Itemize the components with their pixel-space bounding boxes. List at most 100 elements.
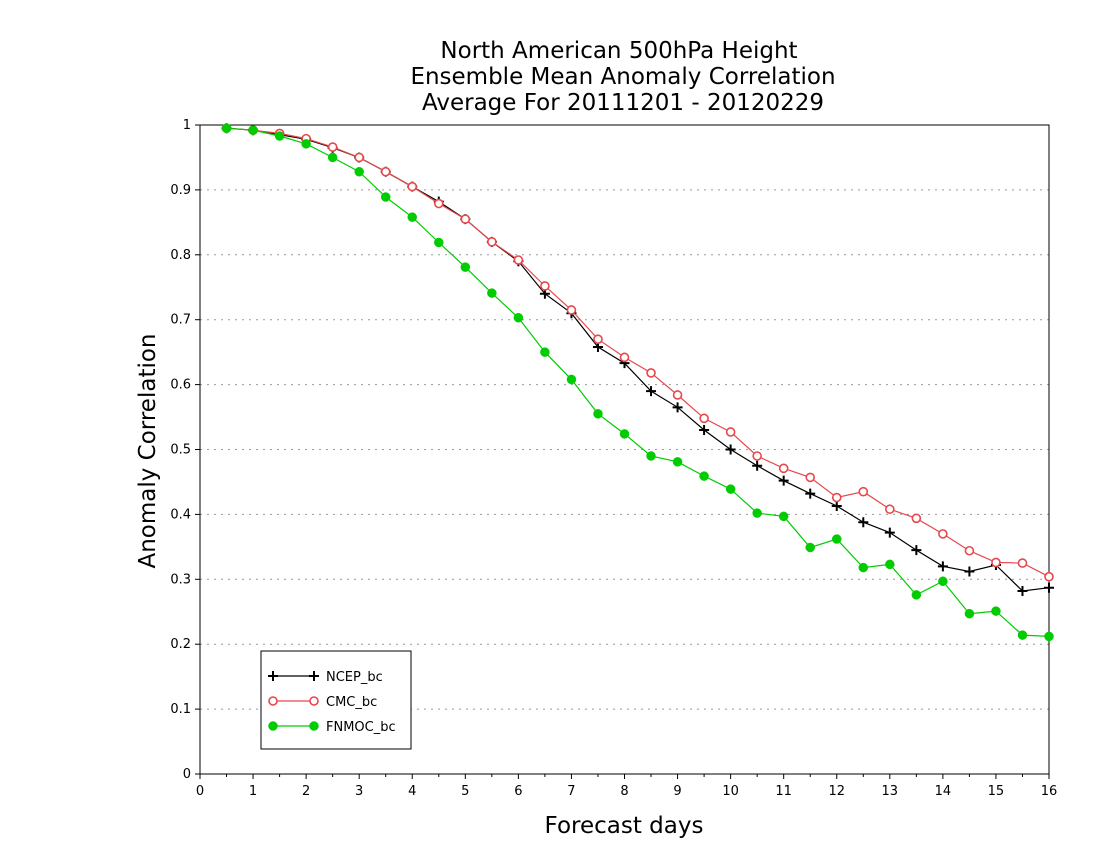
data-point-fnmoc-bc	[619, 429, 630, 439]
data-point-ncep-bc	[858, 517, 869, 528]
data-point-fnmoc-bc	[699, 471, 709, 481]
data-series	[221, 123, 1054, 642]
y-tick-label-3: 0.3	[170, 572, 191, 587]
data-point-ncep-bc	[911, 545, 922, 556]
data-point-fnmoc-bc	[752, 508, 762, 518]
data-point-cmc-bc	[619, 352, 630, 363]
x-tick-label-16: 16	[1041, 784, 1058, 799]
y-tick-label-5: 0.5	[170, 443, 191, 458]
series-cmc-bc	[221, 123, 1054, 582]
y-tick-label-10: 1	[183, 118, 191, 133]
series-line-ncep-bc	[226, 127, 1050, 592]
data-point-fnmoc-bc	[487, 288, 497, 298]
legend-label-fnmoc-bc: FNMOC_bc	[326, 720, 396, 735]
data-point-cmc-bc	[1017, 558, 1028, 568]
data-point-cmc-bc	[646, 368, 656, 378]
legend-marker-end-ncep-bc	[309, 671, 319, 681]
data-point-cmc-bc	[699, 413, 709, 424]
legend-entry-cmc-bc: CMC_bc	[268, 695, 377, 710]
legend-label-cmc-bc: CMC_bc	[326, 695, 377, 710]
chart-title: North American 500hPa Height Ensemble Me…	[410, 38, 835, 116]
data-point-fnmoc-bc	[805, 542, 815, 553]
x-tick-label-1: 1	[249, 784, 257, 799]
data-point-fnmoc-bc	[938, 576, 948, 586]
data-point-fnmoc-bc	[274, 131, 285, 141]
x-tick-label-8: 8	[620, 784, 628, 799]
x-tick-label-14: 14	[935, 784, 952, 799]
data-point-cmc-bc	[407, 181, 418, 192]
axes: 00.10.20.30.40.50.60.70.80.910 1 2 3 4 5 6 7 8 9 1…	[170, 118, 1057, 799]
y-tick-label-9: 0.9	[170, 183, 191, 198]
data-point-cmc-bc	[858, 486, 869, 497]
data-point-cmc-bc	[778, 463, 789, 474]
data-point-fnmoc-bc	[991, 606, 1001, 616]
y-tick-label-1: 0.1	[170, 702, 191, 717]
x-tick-label-13: 13	[882, 784, 899, 799]
gridlines	[200, 189, 1049, 710]
data-point-cmc-bc	[354, 152, 364, 163]
data-point-fnmoc-bc	[221, 123, 232, 133]
x-tick-label-2: 2	[302, 784, 310, 799]
y-tick-label-4: 0.4	[170, 507, 191, 522]
data-point-cmc-bc	[513, 255, 524, 265]
data-point-fnmoc-bc	[380, 192, 391, 202]
data-point-cmc-bc	[540, 281, 550, 291]
data-point-fnmoc-bc	[248, 125, 258, 135]
series-line-fnmoc-bc	[226, 127, 1050, 637]
data-point-fnmoc-bc	[460, 262, 471, 272]
data-point-ncep-bc	[672, 402, 683, 413]
x-axis-label: Forecast days	[545, 813, 704, 839]
data-point-fnmoc-bc	[301, 139, 311, 149]
y-tick-label-8: 0.8	[170, 248, 191, 263]
legend-entry-fnmoc-bc: FNMOC_bc	[268, 720, 396, 735]
data-point-fnmoc-bc	[1017, 630, 1028, 640]
data-point-fnmoc-bc	[354, 166, 364, 177]
data-point-cmc-bc	[460, 214, 471, 224]
y-tick-label-2: 0.2	[170, 637, 191, 652]
data-point-ncep-bc	[805, 488, 816, 499]
x-tick-label-7: 7	[567, 784, 575, 799]
data-point-fnmoc-bc	[1044, 631, 1054, 642]
data-point-fnmoc-bc	[434, 237, 444, 248]
legend-entry-ncep-bc: NCEP_bc	[268, 670, 383, 685]
x-tick-label-9: 9	[673, 784, 681, 799]
data-point-cmc-bc	[487, 237, 497, 247]
data-point-ncep-bc	[1044, 582, 1054, 593]
title-line-3: Average For 20111201 - 20120229	[422, 90, 824, 116]
data-point-cmc-bc	[752, 451, 762, 461]
data-point-cmc-bc	[885, 504, 895, 515]
data-point-ncep-bc	[725, 444, 736, 455]
data-point-cmc-bc	[991, 557, 1001, 568]
data-point-cmc-bc	[911, 513, 922, 524]
data-point-cmc-bc	[964, 545, 975, 556]
title-line-2: Ensemble Mean Anomaly Correlation	[410, 64, 835, 90]
data-point-cmc-bc	[725, 427, 736, 437]
data-point-ncep-bc	[699, 425, 710, 436]
x-tick-label-3: 3	[355, 784, 363, 799]
data-point-ncep-bc	[964, 566, 975, 577]
data-point-fnmoc-bc	[672, 457, 683, 467]
data-point-ncep-bc	[778, 475, 789, 486]
data-point-fnmoc-bc	[885, 559, 895, 570]
data-point-fnmoc-bc	[964, 608, 975, 619]
data-point-fnmoc-bc	[513, 313, 524, 323]
legend-marker-start-ncep-bc	[268, 671, 278, 681]
data-point-cmc-bc	[831, 492, 842, 503]
x-tick-label-6: 6	[514, 784, 522, 799]
x-tick-label-11: 11	[775, 784, 792, 799]
data-point-cmc-bc	[1044, 571, 1054, 582]
data-point-fnmoc-bc	[566, 374, 577, 385]
y-tick-label-0: 0	[183, 767, 191, 782]
data-point-ncep-bc	[1017, 585, 1028, 596]
title-line-1: North American 500hPa Height	[440, 38, 797, 64]
series-fnmoc-bc	[221, 123, 1054, 642]
data-point-ncep-bc	[831, 500, 842, 511]
data-point-cmc-bc	[938, 529, 948, 539]
legend-marker-start-fnmoc-bc	[268, 721, 278, 731]
legend: NCEP_bc CMC_bc FNMOC_bc	[260, 650, 412, 750]
data-point-fnmoc-bc	[858, 562, 869, 573]
data-point-fnmoc-bc	[778, 511, 789, 522]
legend-marker-end-cmc-bc	[309, 696, 319, 706]
y-tick-label-7: 0.7	[170, 313, 191, 328]
